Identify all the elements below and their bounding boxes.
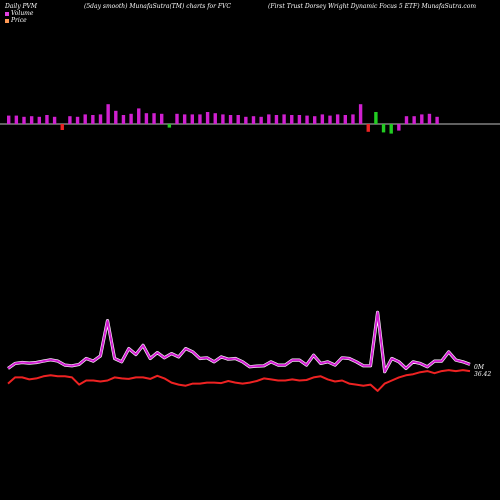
volume-bar (144, 113, 149, 124)
volume-swatch (5, 11, 9, 16)
volume-bar (152, 113, 156, 124)
volume-bar (213, 113, 217, 124)
volume-bar (366, 124, 370, 132)
volume-bar (175, 113, 179, 124)
volume-bar (328, 115, 332, 124)
volume-bar (305, 115, 309, 124)
volume-bar (381, 124, 386, 133)
chart-title-middle: (5day smooth) MunafaSutra(TM) charts for… (84, 3, 231, 10)
volume-bar (205, 112, 210, 124)
legend-item-volume: Volume (5, 10, 33, 17)
volume-bar (351, 114, 355, 124)
volume-bar (52, 116, 57, 124)
volume-bar (420, 114, 424, 124)
volume-bar (182, 114, 187, 124)
price-swatch (5, 18, 9, 23)
volume-bar (198, 114, 202, 124)
volume-bar (374, 112, 378, 124)
chart-title-right: (First Trust Dorsey Wright Dynamic Focus… (268, 3, 477, 10)
volume-bar (167, 124, 172, 128)
volume-bar (14, 115, 19, 124)
volume-bar (121, 115, 126, 124)
volume-bar (274, 115, 279, 124)
legend-label-volume: Volume (11, 10, 34, 17)
volume-bar (7, 115, 11, 124)
chart-title-left: Daily PVM (5, 3, 38, 10)
volume-bar (190, 114, 194, 124)
volume-bar (397, 124, 401, 131)
volume-bar (427, 113, 432, 124)
volume-bar (60, 124, 64, 130)
legend-label-price: Price (11, 17, 27, 24)
price-value-label: 36.42 (474, 371, 491, 378)
legend-item-price: Price (5, 17, 27, 24)
volume-bar (335, 114, 340, 124)
volume-bar (244, 116, 248, 124)
volume-bar (37, 116, 41, 124)
volume-bar (75, 116, 80, 124)
volume-bar (137, 108, 141, 124)
volume-bar (435, 116, 439, 124)
volume-bar (221, 114, 225, 124)
volume-bar (259, 116, 263, 124)
price-line (7, 369, 471, 392)
volume-bar (29, 116, 34, 124)
volume-bar (297, 115, 302, 124)
volume-bar (160, 113, 164, 124)
volume-bar (68, 116, 72, 124)
volume-bar (404, 116, 409, 124)
volume-bar (129, 113, 133, 124)
volume-bar (98, 114, 103, 124)
volume-bar (313, 116, 317, 124)
volume-bar (412, 116, 416, 124)
volume-bar (290, 115, 294, 124)
volume-bar (236, 115, 240, 124)
volume-bar (91, 115, 95, 124)
volume-value-label: 0M (474, 364, 485, 371)
volume-bar (389, 124, 393, 134)
volume-bar (251, 116, 256, 124)
volume-line (7, 311, 471, 373)
volume-bar (228, 115, 233, 124)
volume-bar (320, 114, 325, 124)
volume-bar (114, 110, 118, 124)
volume-bar (358, 104, 363, 124)
volume-bar (282, 114, 286, 124)
volume-bar (83, 114, 87, 124)
volume-bar (267, 114, 271, 124)
volume-bar (45, 115, 49, 124)
volume-bar (106, 104, 110, 124)
volume-bar (343, 115, 347, 124)
volume-bar (22, 116, 26, 124)
